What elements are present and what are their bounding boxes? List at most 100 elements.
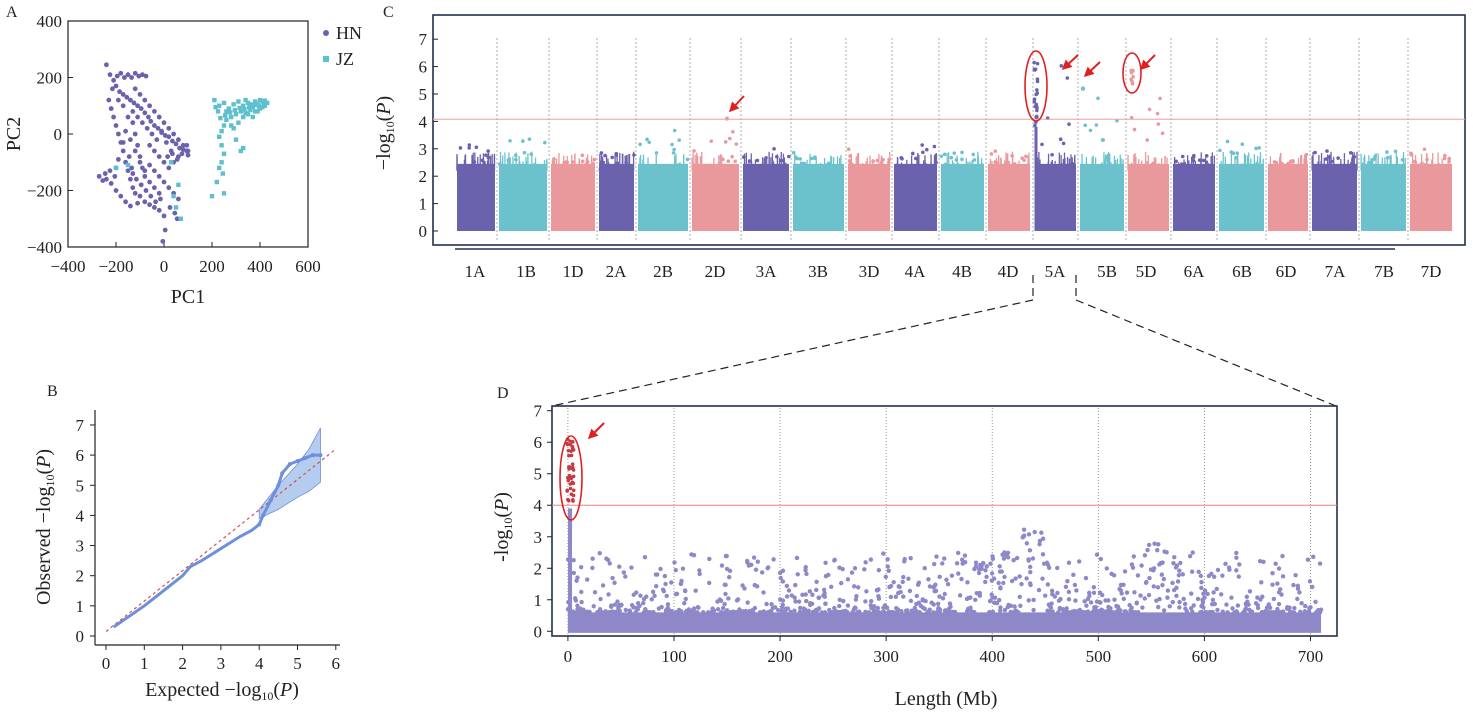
d-point: [607, 561, 612, 566]
d-point: [962, 553, 968, 558]
d-point: [705, 610, 711, 615]
jz-point: [256, 104, 261, 109]
d-point: [853, 597, 859, 602]
d-point: [751, 555, 757, 560]
d-point: [1259, 580, 1264, 585]
d-point: [606, 592, 611, 597]
c-ytick-label: 3: [419, 140, 428, 159]
chr-point: [933, 154, 938, 159]
jz-point: [248, 102, 253, 107]
a-xtick-label: 200: [199, 257, 225, 276]
d-point: [883, 574, 889, 579]
jz-point: [178, 216, 183, 221]
chr-body: [1312, 163, 1357, 231]
d-significant-point: [569, 453, 574, 458]
chr-body: [1128, 163, 1169, 231]
d-point: [715, 607, 721, 612]
d-point: [1122, 569, 1128, 574]
d-point: [949, 573, 955, 578]
d-point: [669, 609, 674, 614]
d-point: [897, 584, 902, 590]
d-point: [1191, 603, 1196, 608]
d-point: [652, 593, 657, 599]
d-point: [638, 593, 643, 598]
d-point: [801, 609, 806, 614]
hn-point: [100, 178, 106, 184]
jz-point: [248, 107, 253, 113]
d-point: [989, 571, 995, 576]
d-point: [612, 602, 618, 607]
d-point: [971, 609, 977, 615]
d-point: [837, 597, 842, 602]
d-point: [1181, 596, 1186, 602]
d-point: [1280, 574, 1286, 579]
d-point: [804, 571, 809, 577]
panel-d-label: D: [497, 385, 509, 402]
c-ytick-label: 6: [419, 58, 428, 77]
d-point: [1066, 589, 1072, 595]
d-point: [1260, 594, 1265, 599]
d-point: [914, 593, 919, 599]
d-point: [1106, 608, 1112, 613]
chr-point: [875, 158, 880, 163]
d-point: [1276, 566, 1282, 571]
chr-point: [1067, 122, 1071, 126]
d-point: [1032, 529, 1037, 535]
d-point: [849, 570, 855, 575]
d-point: [1206, 573, 1212, 579]
chr-point: [1413, 159, 1417, 164]
hn-point: [161, 213, 167, 219]
jz-point: [238, 109, 243, 114]
d-point: [997, 569, 1003, 574]
d-point: [908, 555, 913, 561]
peak-5a-point: [1035, 79, 1040, 84]
qq-point: [268, 498, 273, 503]
chr-point: [1050, 152, 1054, 157]
chr-point: [1425, 157, 1429, 162]
hn-point: [132, 190, 138, 196]
d-point: [618, 603, 624, 608]
hn-point: [184, 142, 190, 148]
panel-b-ticks: 0 1 2 3 4 5 6 0 1 2 3 4 5 6 7: [76, 416, 341, 673]
b-ytick-label: 0: [76, 627, 85, 646]
hn-point: [132, 148, 138, 154]
d-point: [1291, 582, 1296, 588]
d-point: [641, 600, 646, 606]
d-point: [829, 584, 834, 590]
d-point: [1094, 599, 1100, 604]
jz-point: [212, 97, 217, 103]
d-point: [1135, 573, 1141, 578]
panel-d-frame: [551, 405, 1338, 637]
d-point: [1045, 582, 1051, 587]
b-ytick-label: 4: [76, 506, 85, 525]
d-point: [983, 579, 988, 585]
hn-point: [185, 148, 191, 154]
qq-point: [295, 459, 300, 464]
chr-point: [886, 160, 891, 164]
d-point: [1302, 609, 1308, 614]
hn-point: [152, 148, 157, 154]
jz-point: [247, 105, 252, 110]
d-point: [1056, 598, 1062, 603]
d-point: [1170, 599, 1176, 605]
arrow-2d: [728, 95, 745, 113]
d-point: [959, 576, 964, 582]
d-point: [661, 589, 667, 594]
d-point: [973, 597, 978, 602]
d-point: [1071, 572, 1076, 578]
hn-point: [137, 154, 143, 160]
chromosome-label: 4B: [952, 262, 972, 281]
d-point: [604, 556, 609, 561]
d-point: [1121, 596, 1127, 602]
d-point: [1021, 533, 1027, 538]
d-point: [863, 609, 868, 615]
d-point: [1200, 597, 1205, 602]
peak-5a-point: [1034, 92, 1038, 97]
peak-5b-point: [1080, 86, 1086, 91]
d-point: [590, 556, 595, 561]
chr-point: [813, 155, 817, 160]
d-point: [997, 608, 1003, 613]
d-point: [931, 610, 936, 615]
d-xtick-label: 200: [767, 647, 793, 666]
chromosome-label: 2B: [653, 262, 673, 281]
